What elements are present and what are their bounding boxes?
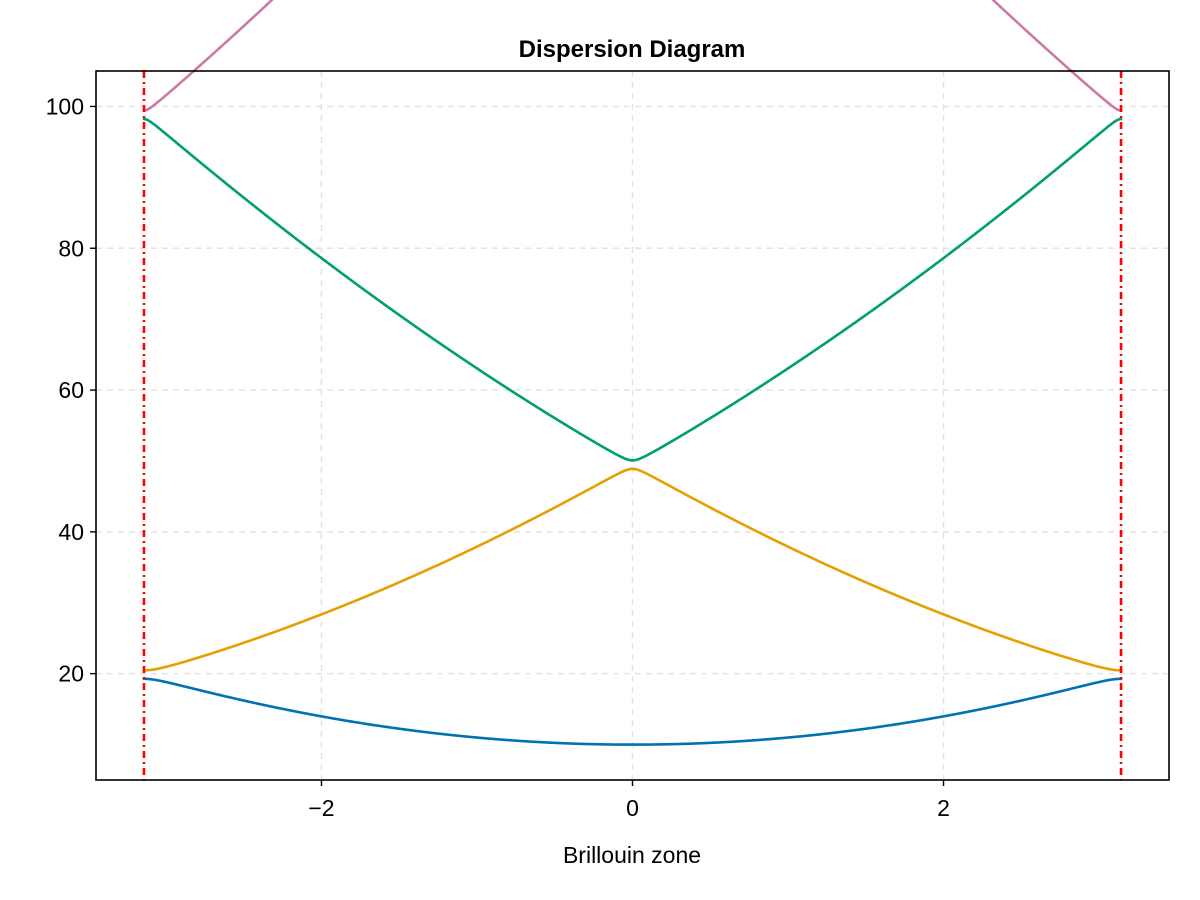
- x-axis-label: Brillouin zone: [563, 842, 701, 868]
- x-tick-label: 2: [937, 795, 950, 821]
- series-layer: [142, 0, 1123, 746]
- series-line-band-2: [142, 467, 1123, 672]
- x-tick-label: −2: [308, 795, 334, 821]
- series-line-band-1: [142, 677, 1123, 746]
- zone-boundary-layer: [142, 71, 1123, 780]
- y-tick-label: 40: [58, 519, 84, 545]
- y-tick-label: 60: [58, 377, 84, 403]
- grid-layer: [96, 71, 1169, 780]
- y-tick-label: 80: [58, 235, 84, 261]
- y-tick-label: 20: [58, 661, 84, 687]
- series-line-band-3: [142, 117, 1123, 462]
- x-tick-label: 0: [626, 795, 639, 821]
- chart-title: Dispersion Diagram: [519, 36, 746, 63]
- y-tick-label: 100: [46, 93, 84, 119]
- tick-layer: −2 0 2 20 40 60 80 100: [46, 93, 950, 821]
